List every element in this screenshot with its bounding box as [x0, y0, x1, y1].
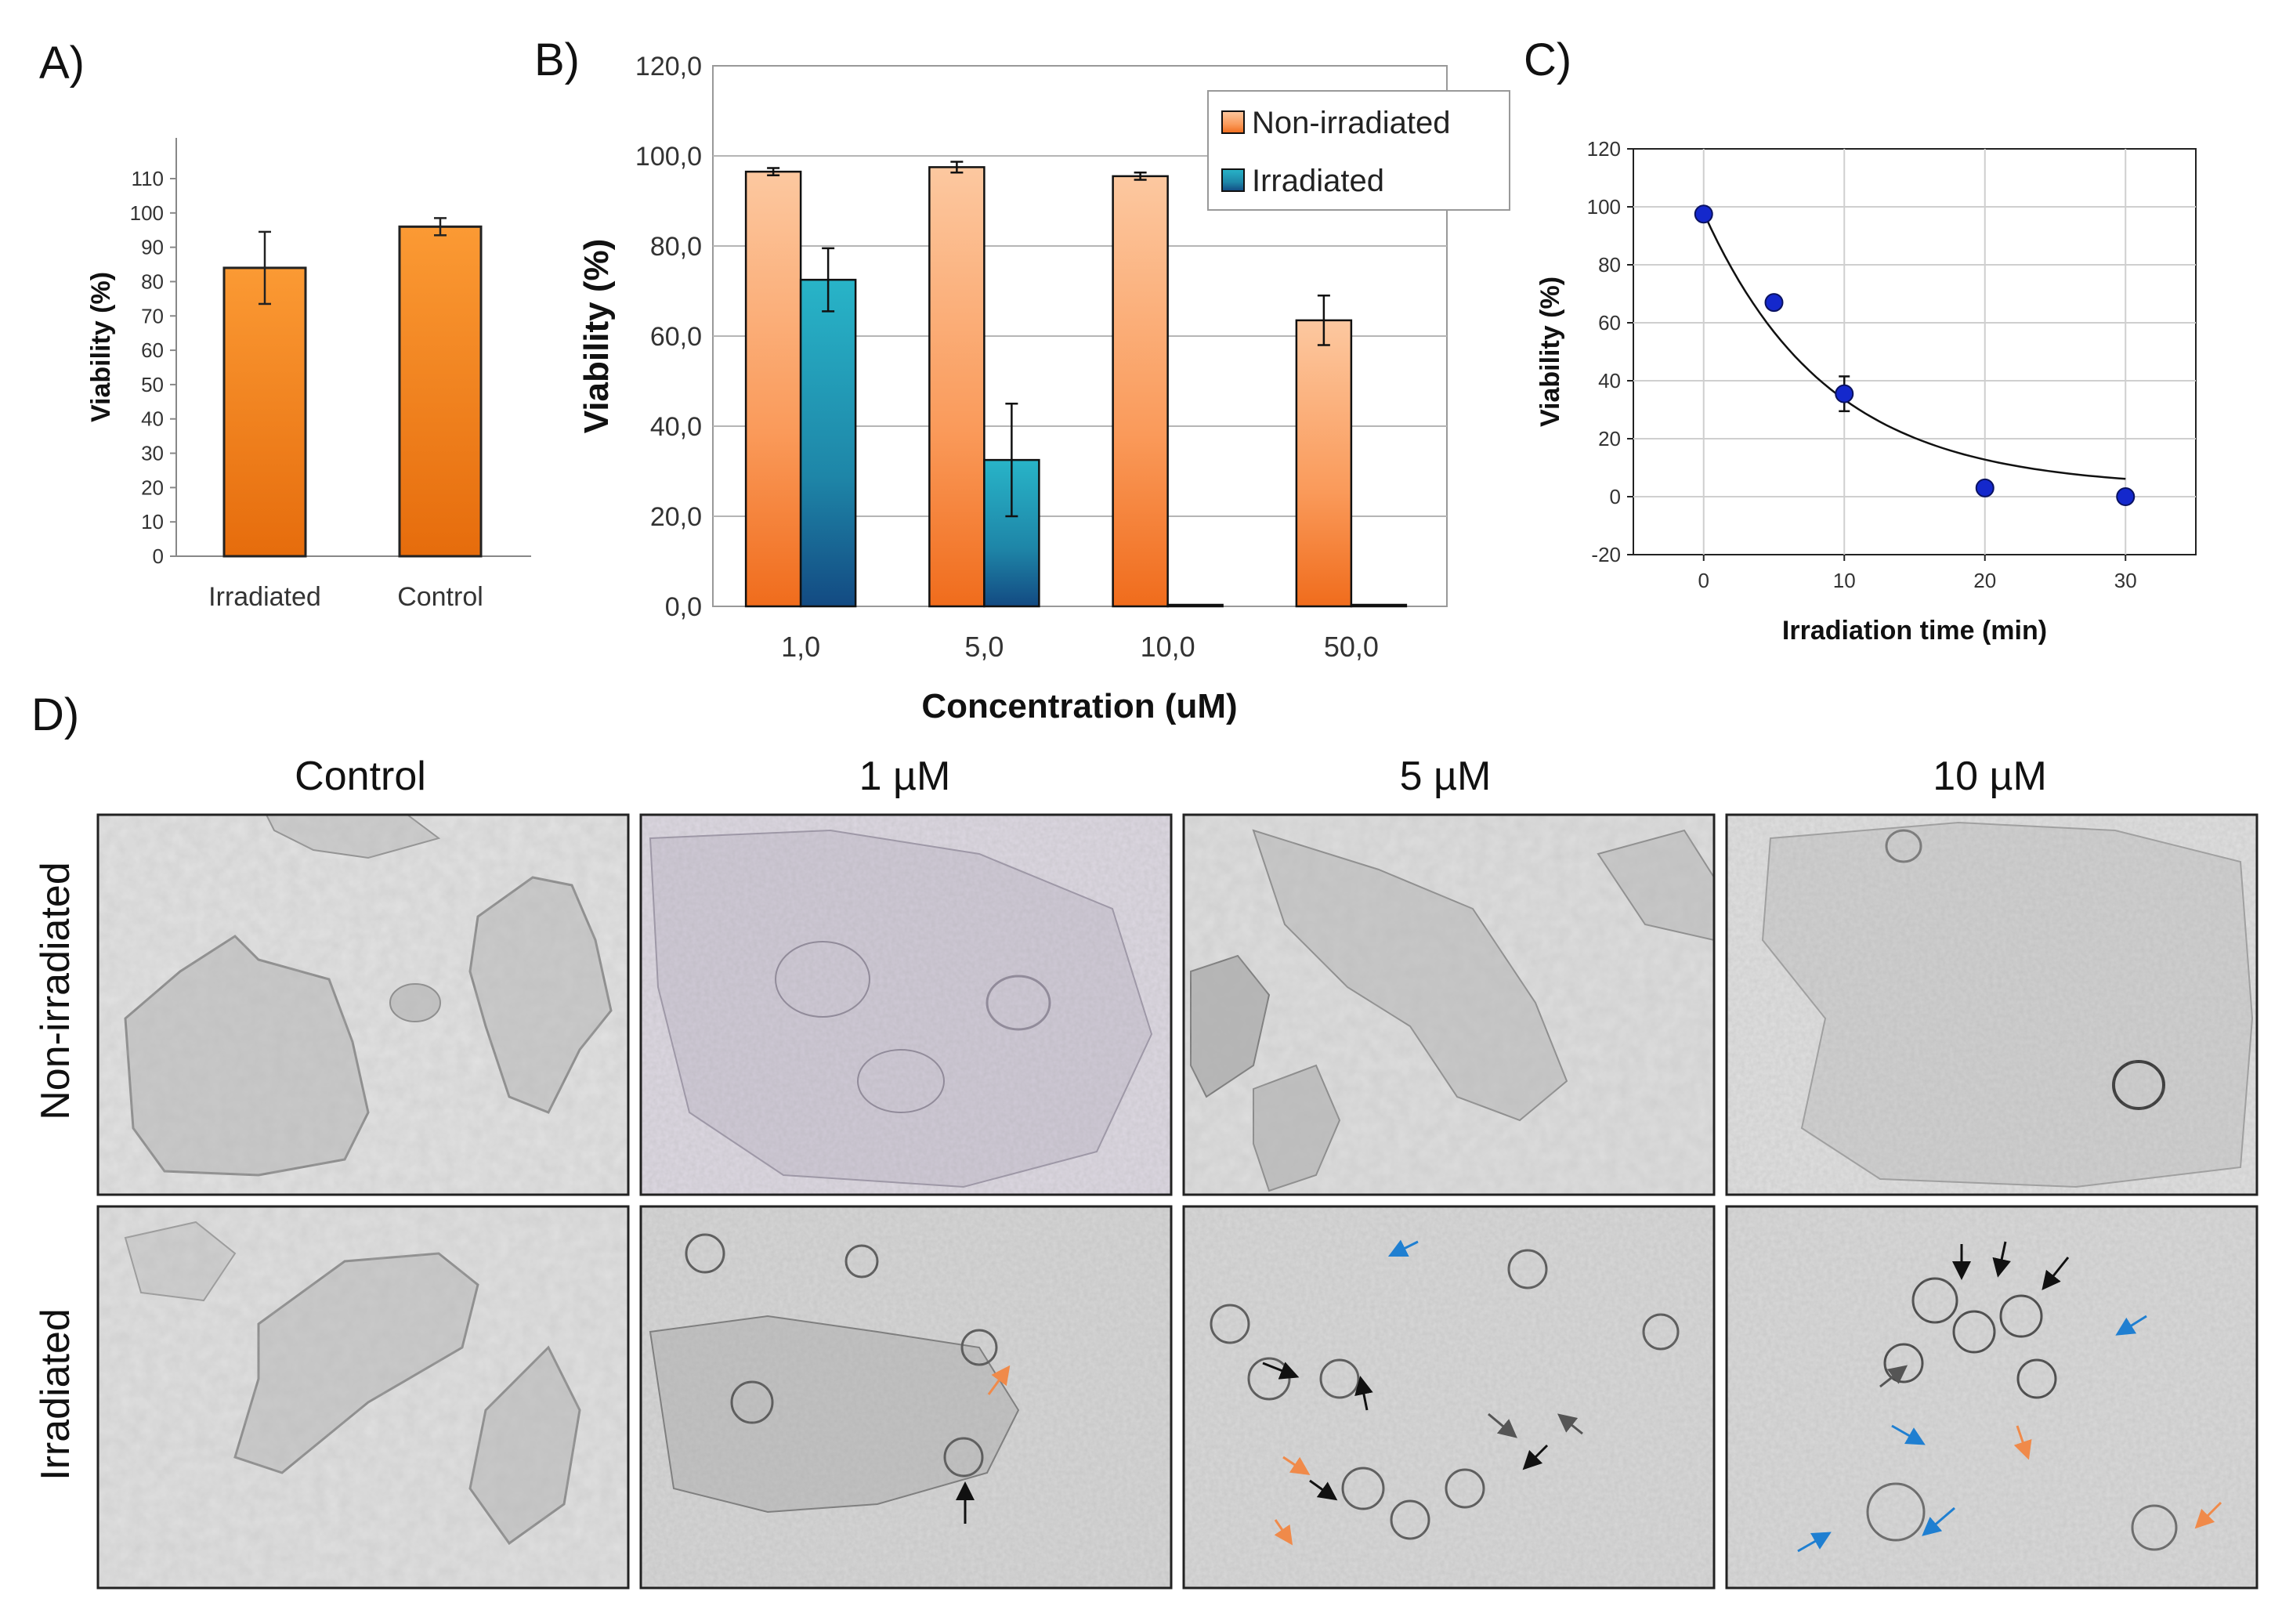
legend-swatch-non-irradiated [1221, 110, 1245, 134]
plot-area-c [1633, 148, 2197, 555]
y-tick-label: 50 [141, 373, 164, 396]
bar-non-irradiated [1112, 175, 1169, 608]
y-tick-label: 20,0 [650, 502, 702, 532]
chart-a: 0 10 20 30 40 50 60 70 80 90 100 110 Irradiated Cont… [86, 138, 531, 612]
column-header-control: Control [295, 754, 426, 799]
y-tick-label: 40 [1598, 369, 1621, 392]
category-label: 50,0 [1324, 631, 1379, 663]
column-header-5uM: 5 µM [1400, 754, 1492, 799]
column-header-1uM: 1 µM [859, 754, 951, 799]
y-tick-label: 0 [153, 544, 164, 568]
category-label: 10,0 [1141, 631, 1195, 663]
x-axis-title-b: Concentration (uM) [921, 687, 1237, 725]
legend-swatch-irradiated [1221, 168, 1245, 192]
data-point [2116, 487, 2136, 506]
y-tick-label: 40,0 [650, 412, 702, 442]
y-tick-label: 30 [141, 442, 164, 465]
y-tick-label: 80 [1598, 253, 1621, 277]
category-label: 1,0 [781, 631, 820, 663]
bar-irradiated [799, 278, 857, 608]
y-tick-label: 110 [132, 167, 164, 190]
y-tick-label: 100 [130, 201, 164, 225]
chart-c: -20 0 20 40 60 80 100 120 0 10 20 30 Viability (%)… [1535, 137, 2197, 646]
legend-box [1207, 90, 1510, 211]
micrograph-grid: Control 1 µM 5 µM 10 µM Non-irradiated I… [33, 754, 2258, 1590]
bar [398, 225, 483, 558]
data-point [1835, 384, 1854, 403]
micrograph-irradiated-control [96, 1205, 630, 1590]
chart-b: 0,0 20,0 40,0 60,0 80,0 100,0 120,0 1,0 5,0 10,0… [577, 52, 1510, 725]
y-tick-label: 20 [141, 476, 164, 499]
micrograph-irradiated-10uM [1725, 1205, 2258, 1590]
y-tick-label: 20 [1598, 427, 1621, 450]
x-tick-label: 10 [1833, 569, 1856, 592]
bar-non-irradiated [744, 170, 802, 608]
y-tick-label: 120 [1587, 137, 1621, 161]
y-tick-label: 0 [1610, 485, 1621, 508]
column-header-10uM: 10 µM [1933, 754, 2047, 799]
bar [222, 266, 307, 558]
category-label: Irradiated [208, 582, 321, 612]
micrograph-non-irradiated-control [96, 813, 630, 1196]
micrograph-non-irradiated-5uM [1182, 813, 1716, 1196]
y-tick-label: 80,0 [650, 232, 702, 262]
y-axis-title-b: Viability (%) [577, 239, 616, 434]
y-tick-label: 90 [141, 236, 164, 259]
y-tick-label: 80 [141, 269, 164, 293]
panel-label-b: B) [534, 34, 580, 85]
y-tick-label: 60 [1598, 311, 1621, 335]
bar-irradiated [1166, 603, 1224, 608]
legend-label-irradiated: Irradiated [1252, 164, 1384, 198]
y-tick-label: 60 [141, 338, 164, 362]
bar-non-irradiated [1295, 319, 1353, 608]
y-tick-label: 10 [141, 510, 164, 533]
row-header-non-irradiated: Non-irradiated [33, 862, 78, 1120]
micrograph-irradiated-1uM [639, 1205, 1173, 1590]
y-tick-label: 70 [141, 304, 164, 327]
fit-curve [1702, 212, 2126, 480]
bar-irradiated [1350, 603, 1408, 608]
y-tick-label: 100,0 [635, 142, 702, 172]
category-label: 5,0 [964, 631, 1004, 663]
y-axis-title-c: Viability (%) [1535, 277, 1565, 427]
x-tick-label: 20 [1973, 569, 1996, 592]
x-tick-label: 30 [2114, 569, 2137, 592]
y-tick-label: 120,0 [635, 52, 702, 81]
data-point [1764, 293, 1784, 313]
y-tick-label: -20 [1591, 543, 1621, 566]
panel-label-a: A) [39, 38, 85, 89]
legend-b: Non-irradiated Irradiated [1207, 90, 1510, 211]
legend-label-non-irradiated: Non-irradiated [1252, 106, 1450, 140]
micrograph-non-irradiated-1uM [639, 813, 1173, 1196]
y-tick-label: 40 [141, 407, 164, 431]
bar-non-irradiated [928, 166, 985, 608]
micrograph-non-irradiated-10uM [1725, 813, 2258, 1196]
micrograph-irradiated-5uM [1182, 1205, 1716, 1590]
y-tick-label: 60,0 [650, 322, 702, 352]
data-point [1975, 478, 1994, 497]
x-tick-label: 0 [1698, 569, 1709, 592]
y-tick-label: 100 [1587, 195, 1621, 219]
data-point [1694, 204, 1713, 224]
category-label: Control [397, 582, 483, 612]
row-header-irradiated: Irradiated [33, 1308, 78, 1481]
x-axis-title-c: Irradiation time (min) [1782, 616, 2047, 646]
panel-label-c: C) [1524, 34, 1571, 85]
panel-label-d: D) [31, 689, 79, 740]
y-tick-label: 0,0 [665, 592, 702, 622]
y-axis-title-a: Viability (%) [86, 272, 116, 422]
